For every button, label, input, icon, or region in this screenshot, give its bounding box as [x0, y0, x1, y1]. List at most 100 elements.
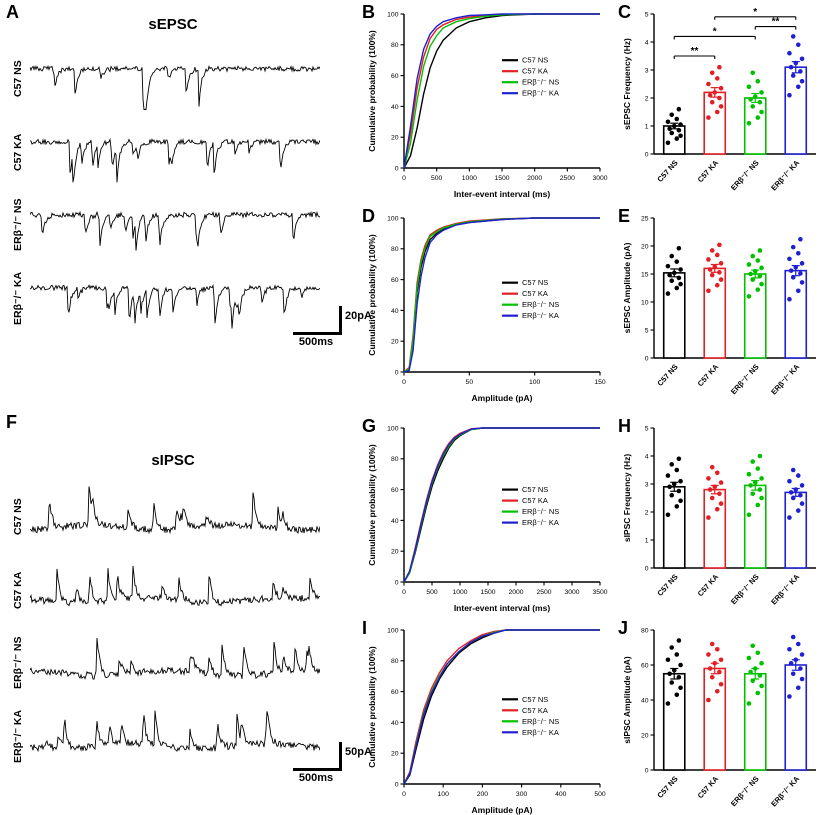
svg-text:20: 20 [391, 339, 399, 346]
scale-time-label: 500ms [298, 772, 334, 784]
svg-text:C57 KA: C57 KA [522, 706, 548, 715]
panel-letter-E: E [618, 206, 631, 226]
panel-letter-F: F [6, 412, 17, 432]
svg-text:3000: 3000 [592, 175, 607, 182]
svg-text:2: 2 [645, 509, 649, 516]
svg-text:40: 40 [391, 308, 399, 315]
panel-letter-G: G [362, 416, 377, 436]
svg-text:0: 0 [395, 579, 399, 586]
svg-text:20: 20 [641, 243, 649, 250]
svg-text:80: 80 [641, 627, 649, 634]
svg-text:ERβ⁻/⁻ KA: ERβ⁻/⁻ KA [522, 728, 559, 737]
bar-chart-sepsc-amplitude: 0 5 10 15 20 25 sEPSC Amplitude (pA) C57 NS C57 … [622, 215, 816, 397]
svg-text:3500: 3500 [592, 589, 607, 596]
svg-text:C57 KA: C57 KA [696, 158, 721, 184]
svg-text:**: ** [691, 46, 699, 57]
svg-text:80: 80 [391, 456, 399, 463]
svg-text:60: 60 [391, 73, 399, 80]
trace-waveform [30, 485, 320, 534]
panel-letter-H: H [618, 416, 631, 436]
panel-letter-B: B [362, 2, 375, 22]
svg-text:100: 100 [438, 791, 450, 798]
svg-text:2000: 2000 [508, 589, 523, 596]
svg-text:sIPSC Amplitude (pA): sIPSC Amplitude (pA) [622, 656, 632, 744]
svg-text:ERβ⁻/⁻ KA: ERβ⁻/⁻ KA [522, 311, 559, 320]
svg-text:1000: 1000 [452, 589, 467, 596]
trace-group-label: C57 KA [12, 570, 24, 609]
svg-text:Inter-event interval (ms): Inter-event interval (ms) [454, 603, 551, 613]
svg-text:60: 60 [391, 689, 399, 696]
svg-text:60: 60 [391, 487, 399, 494]
sepsc-trace-list: C57 NS C57 KA ERβ⁻/⁻ NS ERβ⁻/⁻ KA [6, 42, 348, 334]
sipsc-title: sIPSC [151, 452, 195, 469]
scale-amplitude-label: 20pA [345, 310, 372, 322]
svg-text:4: 4 [645, 39, 649, 46]
svg-text:80: 80 [391, 42, 399, 49]
svg-text:60: 60 [641, 662, 649, 669]
panel-E-sepsc-amplitude-bar: E 0 5 10 15 20 25 sEPSC Amplitude (pA) C57 NS C5… [614, 206, 822, 406]
panel-letter-C: C [618, 2, 631, 22]
svg-text:0: 0 [645, 565, 649, 572]
trace-group-label: C57 NS [12, 60, 24, 97]
trace-row: C57 KA [6, 115, 348, 188]
panel-C-sepsc-frequency-bar: C 0 1 2 3 4 5 sEPSC Frequency (Hz) C57 NS C57 KA… [614, 2, 822, 202]
panel-A-sepsc-traces: A sEPSC C57 NS C57 KA ERβ⁻/⁻ NS ERβ⁻/⁻ KA 2… [2, 2, 372, 407]
trace-row: C57 NS [6, 42, 348, 115]
svg-text:40: 40 [391, 104, 399, 111]
sepsc-title: sEPSC [148, 16, 198, 33]
bar-chart-sepsc-frequency: 0 1 2 3 4 5 sEPSC Frequency (Hz) C57 NS C57 KA ER… [622, 7, 816, 193]
svg-text:3: 3 [645, 67, 649, 74]
svg-text:15: 15 [641, 271, 649, 278]
scale-bar: 50pA 500ms [293, 742, 372, 784]
trace-waveform [30, 210, 320, 251]
svg-text:C57 KA: C57 KA [522, 289, 548, 298]
bar-chart-sipsc-amplitude: 0 20 40 60 80 sIPSC Amplitude (pA) C57 NS C57 K… [622, 627, 816, 809]
svg-text:100: 100 [529, 379, 541, 386]
svg-text:1: 1 [645, 537, 649, 544]
cumulative-chart-sipsc-amplitude: 0 100 200 300 400 500 0 20 40 60 80 100 Amplitude (p… [367, 627, 606, 815]
svg-text:1500: 1500 [480, 589, 495, 596]
svg-text:ERβ⁻/⁻ NS: ERβ⁻/⁻ NS [522, 507, 559, 516]
svg-text:100: 100 [387, 627, 399, 634]
sipsc-trace-list: C57 NS C57 KA ERβ⁻/⁻ NS ERβ⁻/⁻ KA [6, 480, 348, 772]
trace-row: C57 NS [6, 480, 348, 553]
svg-text:0: 0 [645, 767, 649, 774]
svg-text:40: 40 [641, 697, 649, 704]
svg-text:40: 40 [391, 518, 399, 525]
svg-text:ERβ⁻/⁻ KA: ERβ⁻/⁻ KA [769, 572, 801, 607]
bar-chart-sipsc-frequency: 0 1 2 3 4 5 sIPSC Frequency (Hz) C57 NS C57 KA ER… [622, 425, 816, 607]
trace-waveform [30, 137, 320, 182]
panel-letter-A: A [6, 2, 19, 22]
panel-letter-D: D [362, 206, 375, 226]
trace-row: ERβ⁻/⁻ KA [6, 699, 348, 772]
svg-text:C57 NS: C57 NS [655, 774, 679, 800]
svg-text:Cumulative probability (100%): Cumulative probability (100%) [367, 444, 377, 566]
svg-text:2000: 2000 [527, 175, 542, 182]
trace-waveform [30, 565, 320, 607]
trace-waveform [30, 637, 320, 680]
svg-text:3: 3 [645, 481, 649, 488]
svg-text:1: 1 [645, 123, 649, 130]
svg-text:C57 NS: C57 NS [655, 362, 679, 388]
svg-text:2: 2 [645, 95, 649, 102]
scale-time-label: 500ms [298, 336, 334, 348]
svg-text:80: 80 [391, 246, 399, 253]
panel-letter-I: I [362, 618, 368, 638]
cumulative-chart-sipsc-interval: 0 500 1000 1500 2000 2500 3000 3500 0 20 40 60 80 100… [367, 425, 608, 613]
svg-text:C57 KA: C57 KA [696, 774, 721, 800]
svg-text:0: 0 [402, 589, 406, 596]
svg-text:50: 50 [466, 379, 474, 386]
svg-text:20: 20 [391, 751, 399, 758]
svg-text:Amplitude (pA): Amplitude (pA) [472, 805, 533, 815]
svg-text:2500: 2500 [560, 175, 575, 182]
trace-row: ERβ⁻/⁻ NS [6, 626, 348, 699]
panel-F-sipsc-traces: F sIPSC C57 NS C57 KA ERβ⁻/⁻ NS ERβ⁻/⁻ KA 5… [2, 412, 372, 812]
svg-text:ERβ⁻/⁻ NS: ERβ⁻/⁻ NS [729, 362, 761, 396]
svg-text:80: 80 [391, 658, 399, 665]
svg-text:C57 NS: C57 NS [655, 158, 679, 184]
svg-text:sIPSC Frequency (Hz): sIPSC Frequency (Hz) [622, 454, 632, 542]
svg-text:400: 400 [555, 791, 567, 798]
panel-H-sipsc-frequency-bar: H 0 1 2 3 4 5 sIPSC Frequency (Hz) C57 NS C57 KA… [614, 416, 822, 616]
panel-D-cumulative-amplitude-sepsc: D 0 50 100 150 0 20 40 60 80 100 Amplitude (pA) Cum… [358, 206, 610, 406]
